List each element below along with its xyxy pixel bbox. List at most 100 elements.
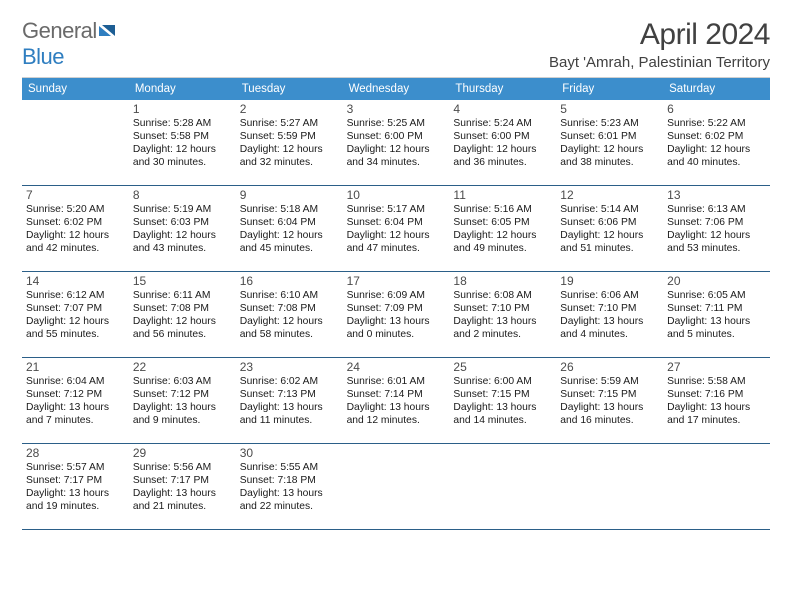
calendar-cell: 23Sunrise: 6:02 AMSunset: 7:13 PMDayligh… xyxy=(236,358,343,444)
day-number: 27 xyxy=(667,360,766,375)
calendar-cell: 19Sunrise: 6:06 AMSunset: 7:10 PMDayligh… xyxy=(556,272,663,358)
logo-text-blue: Blue xyxy=(22,44,64,69)
day-info: Sunrise: 5:25 AMSunset: 6:00 PMDaylight:… xyxy=(347,118,446,169)
day-number: 2 xyxy=(240,102,339,117)
day-number: 12 xyxy=(560,188,659,203)
weekday-header: Tuesday xyxy=(236,78,343,100)
day-number: 4 xyxy=(453,102,552,117)
day-number: 28 xyxy=(26,446,125,461)
day-number: 14 xyxy=(26,274,125,289)
day-info: Sunrise: 6:00 AMSunset: 7:15 PMDaylight:… xyxy=(453,376,552,427)
weekday-header: Thursday xyxy=(449,78,556,100)
day-info: Sunrise: 5:18 AMSunset: 6:04 PMDaylight:… xyxy=(240,204,339,255)
day-number: 16 xyxy=(240,274,339,289)
day-number: 9 xyxy=(240,188,339,203)
calendar-cell: 2Sunrise: 5:27 AMSunset: 5:59 PMDaylight… xyxy=(236,100,343,186)
calendar-cell-empty xyxy=(22,100,129,186)
calendar-cell: 1Sunrise: 5:28 AMSunset: 5:58 PMDaylight… xyxy=(129,100,236,186)
day-info: Sunrise: 5:55 AMSunset: 7:18 PMDaylight:… xyxy=(240,462,339,513)
calendar-cell: 8Sunrise: 5:19 AMSunset: 6:03 PMDaylight… xyxy=(129,186,236,272)
day-info: Sunrise: 5:58 AMSunset: 7:16 PMDaylight:… xyxy=(667,376,766,427)
calendar-cell: 27Sunrise: 5:58 AMSunset: 7:16 PMDayligh… xyxy=(663,358,770,444)
calendar-grid: SundayMondayTuesdayWednesdayThursdayFrid… xyxy=(22,77,770,530)
calendar-cell: 20Sunrise: 6:05 AMSunset: 7:11 PMDayligh… xyxy=(663,272,770,358)
day-number: 26 xyxy=(560,360,659,375)
calendar-cell: 29Sunrise: 5:56 AMSunset: 7:17 PMDayligh… xyxy=(129,444,236,530)
day-number: 6 xyxy=(667,102,766,117)
weekday-header: Friday xyxy=(556,78,663,100)
day-number: 18 xyxy=(453,274,552,289)
calendar-cell-empty xyxy=(663,444,770,530)
weekday-header: Saturday xyxy=(663,78,770,100)
day-info: Sunrise: 6:05 AMSunset: 7:11 PMDaylight:… xyxy=(667,290,766,341)
day-number: 10 xyxy=(347,188,446,203)
weekday-header: Monday xyxy=(129,78,236,100)
day-number: 19 xyxy=(560,274,659,289)
day-info: Sunrise: 5:20 AMSunset: 6:02 PMDaylight:… xyxy=(26,204,125,255)
calendar-cell: 6Sunrise: 5:22 AMSunset: 6:02 PMDaylight… xyxy=(663,100,770,186)
day-info: Sunrise: 5:57 AMSunset: 7:17 PMDaylight:… xyxy=(26,462,125,513)
day-info: Sunrise: 5:24 AMSunset: 6:00 PMDaylight:… xyxy=(453,118,552,169)
calendar-cell-empty xyxy=(556,444,663,530)
calendar-cell: 3Sunrise: 5:25 AMSunset: 6:00 PMDaylight… xyxy=(343,100,450,186)
day-number: 20 xyxy=(667,274,766,289)
day-number: 11 xyxy=(453,188,552,203)
calendar-cell-empty xyxy=(449,444,556,530)
day-number: 1 xyxy=(133,102,232,117)
calendar-cell: 17Sunrise: 6:09 AMSunset: 7:09 PMDayligh… xyxy=(343,272,450,358)
title-block: April 2024 Bayt 'Amrah, Palestinian Terr… xyxy=(549,18,770,71)
calendar-cell: 24Sunrise: 6:01 AMSunset: 7:14 PMDayligh… xyxy=(343,358,450,444)
day-number: 22 xyxy=(133,360,232,375)
day-number: 15 xyxy=(133,274,232,289)
day-number: 5 xyxy=(560,102,659,117)
calendar-cell: 18Sunrise: 6:08 AMSunset: 7:10 PMDayligh… xyxy=(449,272,556,358)
day-number: 3 xyxy=(347,102,446,117)
day-info: Sunrise: 6:10 AMSunset: 7:08 PMDaylight:… xyxy=(240,290,339,341)
day-info: Sunrise: 6:03 AMSunset: 7:12 PMDaylight:… xyxy=(133,376,232,427)
calendar-cell: 11Sunrise: 5:16 AMSunset: 6:05 PMDayligh… xyxy=(449,186,556,272)
calendar-cell: 7Sunrise: 5:20 AMSunset: 6:02 PMDaylight… xyxy=(22,186,129,272)
day-number: 17 xyxy=(347,274,446,289)
calendar-cell: 4Sunrise: 5:24 AMSunset: 6:00 PMDaylight… xyxy=(449,100,556,186)
day-info: Sunrise: 6:09 AMSunset: 7:09 PMDaylight:… xyxy=(347,290,446,341)
day-number: 23 xyxy=(240,360,339,375)
day-info: Sunrise: 5:22 AMSunset: 6:02 PMDaylight:… xyxy=(667,118,766,169)
day-info: Sunrise: 6:08 AMSunset: 7:10 PMDaylight:… xyxy=(453,290,552,341)
month-title: April 2024 xyxy=(549,18,770,52)
calendar-cell: 9Sunrise: 5:18 AMSunset: 6:04 PMDaylight… xyxy=(236,186,343,272)
day-info: Sunrise: 5:28 AMSunset: 5:58 PMDaylight:… xyxy=(133,118,232,169)
day-info: Sunrise: 6:06 AMSunset: 7:10 PMDaylight:… xyxy=(560,290,659,341)
top-bar: General April 2024 Bayt 'Amrah, Palestin… xyxy=(22,18,770,71)
calendar-cell: 30Sunrise: 5:55 AMSunset: 7:18 PMDayligh… xyxy=(236,444,343,530)
day-info: Sunrise: 5:59 AMSunset: 7:15 PMDaylight:… xyxy=(560,376,659,427)
day-info: Sunrise: 5:56 AMSunset: 7:17 PMDaylight:… xyxy=(133,462,232,513)
day-number: 7 xyxy=(26,188,125,203)
location-subtitle: Bayt 'Amrah, Palestinian Territory xyxy=(549,54,770,71)
day-info: Sunrise: 5:16 AMSunset: 6:05 PMDaylight:… xyxy=(453,204,552,255)
calendar-cell: 25Sunrise: 6:00 AMSunset: 7:15 PMDayligh… xyxy=(449,358,556,444)
day-number: 13 xyxy=(667,188,766,203)
calendar-cell: 28Sunrise: 5:57 AMSunset: 7:17 PMDayligh… xyxy=(22,444,129,530)
day-info: Sunrise: 6:13 AMSunset: 7:06 PMDaylight:… xyxy=(667,204,766,255)
calendar-cell: 16Sunrise: 6:10 AMSunset: 7:08 PMDayligh… xyxy=(236,272,343,358)
day-info: Sunrise: 5:17 AMSunset: 6:04 PMDaylight:… xyxy=(347,204,446,255)
calendar-cell: 22Sunrise: 6:03 AMSunset: 7:12 PMDayligh… xyxy=(129,358,236,444)
weekday-header: Sunday xyxy=(22,78,129,100)
calendar-cell: 26Sunrise: 5:59 AMSunset: 7:15 PMDayligh… xyxy=(556,358,663,444)
weekday-header: Wednesday xyxy=(343,78,450,100)
day-number: 8 xyxy=(133,188,232,203)
day-info: Sunrise: 6:04 AMSunset: 7:12 PMDaylight:… xyxy=(26,376,125,427)
day-number: 29 xyxy=(133,446,232,461)
logo-mark-icon xyxy=(99,18,121,44)
day-info: Sunrise: 6:12 AMSunset: 7:07 PMDaylight:… xyxy=(26,290,125,341)
day-info: Sunrise: 5:19 AMSunset: 6:03 PMDaylight:… xyxy=(133,204,232,255)
calendar-cell-empty xyxy=(343,444,450,530)
day-number: 30 xyxy=(240,446,339,461)
calendar-cell: 12Sunrise: 5:14 AMSunset: 6:06 PMDayligh… xyxy=(556,186,663,272)
calendar-cell: 15Sunrise: 6:11 AMSunset: 7:08 PMDayligh… xyxy=(129,272,236,358)
calendar-page: General April 2024 Bayt 'Amrah, Palestin… xyxy=(0,0,792,530)
day-number: 25 xyxy=(453,360,552,375)
logo-text-blue-wrap: Blue xyxy=(22,44,64,70)
calendar-cell: 21Sunrise: 6:04 AMSunset: 7:12 PMDayligh… xyxy=(22,358,129,444)
day-number: 21 xyxy=(26,360,125,375)
